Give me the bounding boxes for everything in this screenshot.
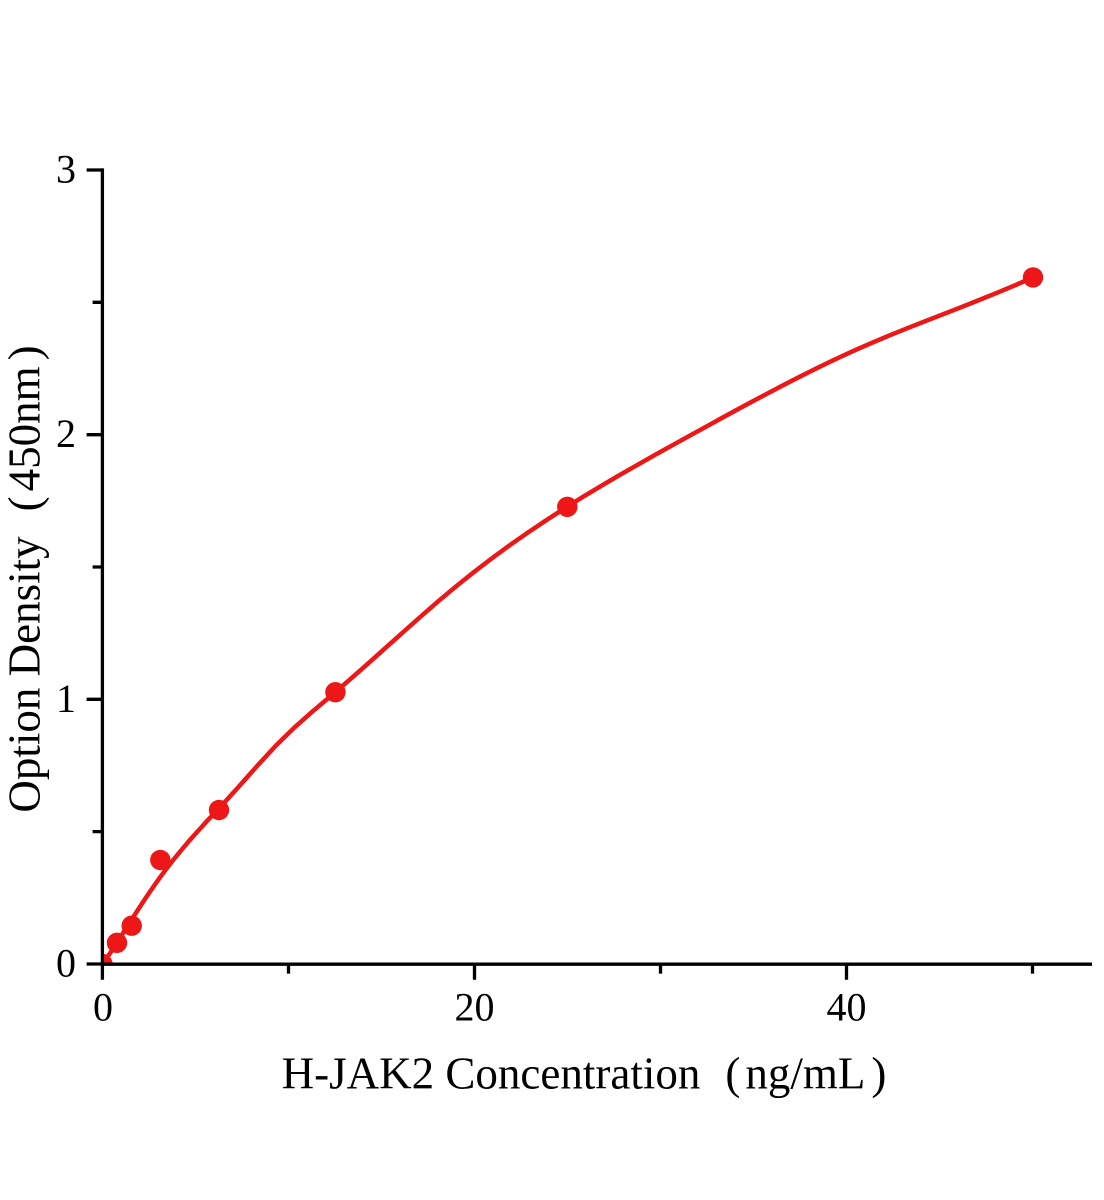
svg-text:20: 20 bbox=[455, 985, 495, 1030]
svg-text:3: 3 bbox=[56, 147, 76, 192]
svg-text:Option Density(450nm): Option Density(450nm) bbox=[0, 345, 50, 812]
svg-text:H-JAK2 Concentration(ng/mL): H-JAK2 Concentration(ng/mL) bbox=[282, 1049, 887, 1099]
svg-text:0: 0 bbox=[93, 985, 113, 1030]
svg-text:40: 40 bbox=[827, 985, 867, 1030]
svg-text:2: 2 bbox=[56, 411, 76, 456]
svg-text:1: 1 bbox=[56, 676, 76, 721]
svg-text:0: 0 bbox=[56, 941, 76, 986]
